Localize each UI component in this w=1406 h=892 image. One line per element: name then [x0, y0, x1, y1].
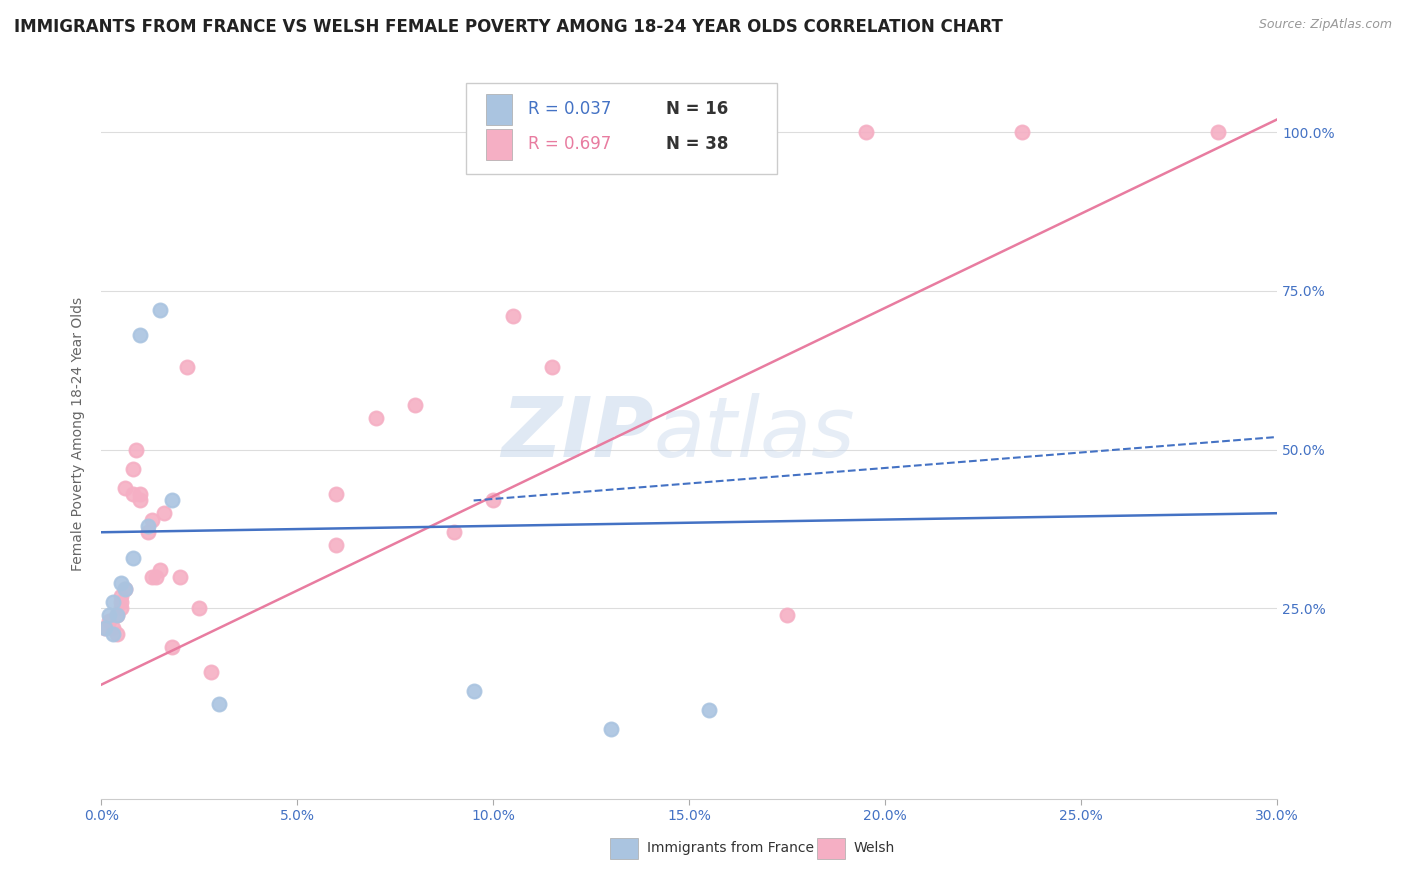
Point — [129, 493, 152, 508]
Point — [188, 601, 211, 615]
Point — [136, 519, 159, 533]
Text: Source: ZipAtlas.com: Source: ZipAtlas.com — [1258, 18, 1392, 31]
Text: IMMIGRANTS FROM FRANCE VS WELSH FEMALE POVERTY AMONG 18-24 YEAR OLDS CORRELATION: IMMIGRANTS FROM FRANCE VS WELSH FEMALE P… — [14, 18, 1002, 36]
Point — [141, 570, 163, 584]
Point — [141, 512, 163, 526]
Point — [325, 487, 347, 501]
Point — [94, 621, 117, 635]
Text: ZIP: ZIP — [502, 393, 654, 475]
FancyBboxPatch shape — [465, 83, 778, 175]
Point — [149, 302, 172, 317]
Point — [1208, 125, 1230, 139]
Text: N = 16: N = 16 — [665, 100, 728, 118]
Point — [325, 538, 347, 552]
Point — [599, 722, 621, 736]
Bar — [486, 94, 512, 125]
Point — [855, 125, 877, 139]
Point — [101, 627, 124, 641]
Point — [200, 665, 222, 679]
Point — [169, 570, 191, 584]
Point — [110, 595, 132, 609]
Point — [101, 595, 124, 609]
Point — [105, 607, 128, 622]
Point — [160, 640, 183, 654]
Point — [121, 461, 143, 475]
Point — [129, 487, 152, 501]
Point — [114, 582, 136, 597]
Point — [121, 550, 143, 565]
Point — [110, 589, 132, 603]
Point — [404, 398, 426, 412]
Point — [463, 684, 485, 698]
Point — [697, 703, 720, 717]
Bar — [486, 129, 512, 160]
Point — [121, 487, 143, 501]
Point — [364, 411, 387, 425]
Point — [105, 627, 128, 641]
Point — [443, 525, 465, 540]
Text: Welsh: Welsh — [853, 841, 894, 855]
Point — [160, 493, 183, 508]
Text: R = 0.037: R = 0.037 — [529, 100, 612, 118]
Point — [105, 607, 128, 622]
Text: atlas: atlas — [654, 393, 856, 475]
Text: N = 38: N = 38 — [665, 135, 728, 153]
Point — [125, 442, 148, 457]
Point — [1011, 125, 1033, 139]
Point — [94, 621, 117, 635]
Point — [208, 697, 231, 711]
Point — [176, 360, 198, 375]
Point — [149, 563, 172, 577]
Point — [114, 481, 136, 495]
Point — [129, 328, 152, 343]
Point — [136, 525, 159, 540]
Point — [145, 570, 167, 584]
Y-axis label: Female Poverty Among 18-24 Year Olds: Female Poverty Among 18-24 Year Olds — [72, 297, 86, 571]
Point — [114, 582, 136, 597]
Point — [110, 601, 132, 615]
Point — [110, 576, 132, 591]
Text: R = 0.697: R = 0.697 — [529, 135, 612, 153]
Point — [98, 607, 121, 622]
Point — [98, 614, 121, 628]
Point — [776, 607, 799, 622]
Point — [153, 506, 176, 520]
Point — [502, 310, 524, 324]
Text: Immigrants from France: Immigrants from France — [647, 841, 814, 855]
Point — [482, 493, 505, 508]
Point — [101, 621, 124, 635]
Point — [541, 360, 564, 375]
